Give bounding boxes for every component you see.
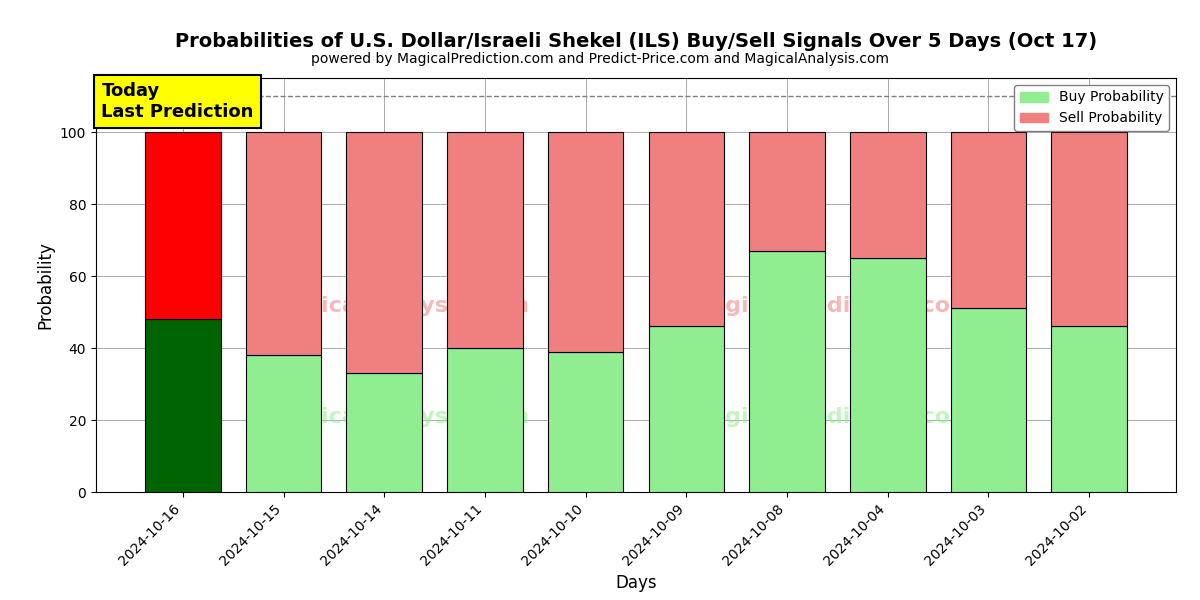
Bar: [548, 352, 624, 492]
Legend: Buy Probability, Sell Probability: Buy Probability, Sell Probability: [1014, 85, 1169, 131]
Bar: [749, 132, 824, 251]
Text: powered by MagicalPrediction.com and Predict-Price.com and MagicalAnalysis.com: powered by MagicalPrediction.com and Pre…: [311, 52, 889, 66]
Bar: [648, 326, 724, 492]
Bar: [448, 348, 523, 492]
X-axis label: Days: Days: [616, 574, 656, 592]
Bar: [145, 132, 221, 319]
Bar: [1051, 132, 1127, 326]
Text: MagicalPrediction.com: MagicalPrediction.com: [688, 407, 973, 427]
Bar: [749, 251, 824, 492]
Bar: [347, 373, 422, 492]
Bar: [950, 132, 1026, 308]
Y-axis label: Probability: Probability: [36, 241, 54, 329]
Bar: [648, 132, 724, 326]
Bar: [246, 355, 322, 492]
Text: MagicalPrediction.com: MagicalPrediction.com: [688, 296, 973, 316]
Bar: [548, 132, 624, 352]
Text: MagicalAnalysis.com: MagicalAnalysis.com: [268, 407, 529, 427]
Bar: [246, 132, 322, 355]
Bar: [347, 132, 422, 373]
Bar: [1051, 326, 1127, 492]
Bar: [850, 132, 925, 258]
Bar: [448, 132, 523, 348]
Bar: [950, 308, 1026, 492]
Text: MagicalAnalysis.com: MagicalAnalysis.com: [268, 296, 529, 316]
Text: Today
Last Prediction: Today Last Prediction: [101, 82, 253, 121]
Bar: [850, 258, 925, 492]
Title: Probabilities of U.S. Dollar/Israeli Shekel (ILS) Buy/Sell Signals Over 5 Days (: Probabilities of U.S. Dollar/Israeli She…: [175, 32, 1097, 52]
Bar: [145, 319, 221, 492]
